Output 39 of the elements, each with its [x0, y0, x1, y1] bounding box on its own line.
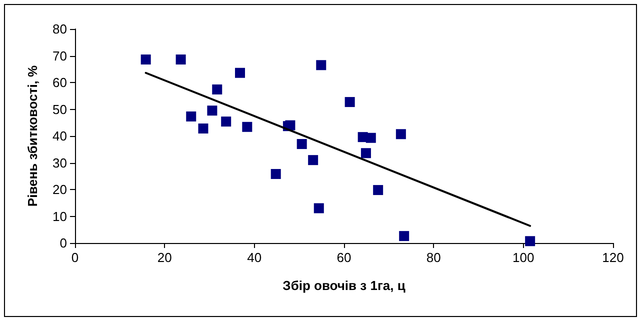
- x-tick-label: 120: [602, 250, 624, 265]
- point: [207, 106, 218, 116]
- point: [399, 231, 410, 242]
- point: [316, 60, 326, 70]
- point: [140, 54, 151, 64]
- x-tick-label: 60: [336, 250, 352, 265]
- x-tick-label: 100: [512, 250, 534, 265]
- y-tick-label: 70: [52, 48, 67, 64]
- point: [242, 122, 252, 132]
- point: [212, 84, 222, 94]
- point: [360, 148, 371, 158]
- point: [296, 139, 307, 150]
- y-tick-label: 80: [52, 22, 67, 36]
- point: [198, 124, 208, 134]
- point: [366, 132, 376, 143]
- x-axis-title: Збір овочів з 1га, ц: [282, 278, 406, 293]
- x-tick-label: 80: [426, 250, 441, 265]
- y-tick-label: 60: [52, 75, 67, 90]
- y-tick-label: 40: [52, 128, 67, 144]
- y-tick-label: 10: [52, 208, 67, 224]
- x-tick-label: 40: [247, 250, 262, 265]
- y-tick-label: 30: [52, 155, 67, 170]
- y-tick-label: 0: [60, 236, 67, 250]
- point: [176, 54, 186, 64]
- y-tick-label: 50: [52, 102, 67, 117]
- point: [396, 129, 406, 140]
- y-tick-label: 20: [52, 182, 67, 197]
- point: [344, 97, 355, 108]
- point: [373, 185, 384, 196]
- point: [186, 111, 196, 122]
- point: [308, 155, 318, 166]
- x-tick-label: 0: [71, 250, 79, 265]
- point: [525, 236, 536, 246]
- y-axis-title: Рівень збитковості, %: [25, 64, 40, 207]
- x-tick-label: 20: [157, 250, 172, 265]
- point: [270, 168, 281, 179]
- point: [234, 68, 245, 78]
- point: [314, 203, 324, 214]
- point: [221, 116, 232, 127]
